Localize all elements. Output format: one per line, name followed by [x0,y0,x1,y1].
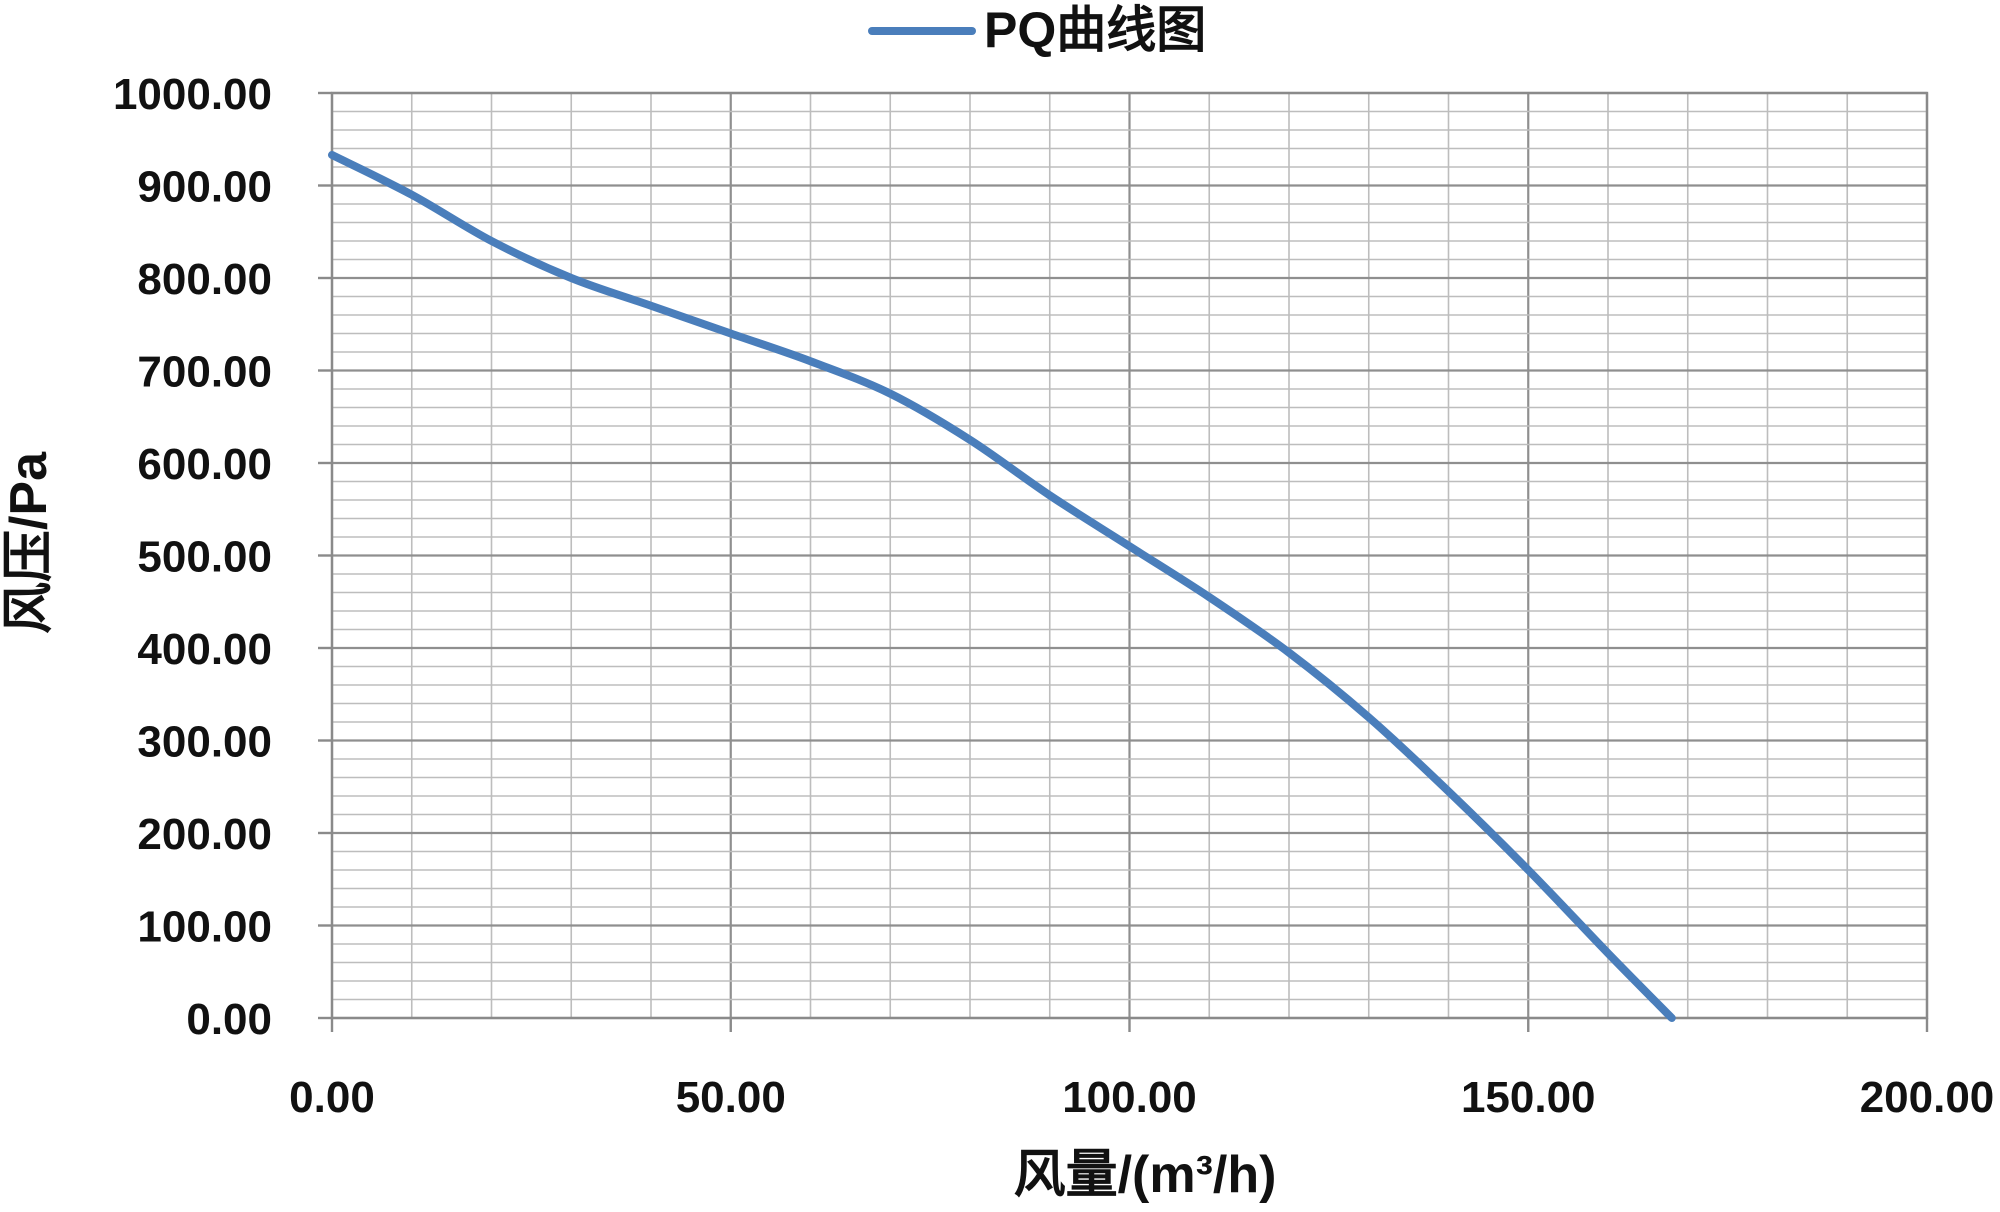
y-tick-label: 800.00 [137,255,272,304]
series-layer [328,150,1676,1022]
x-tick-label: 100.00 [1062,1073,1197,1122]
x-tick-label: 50.00 [676,1073,786,1122]
y-tick-label: 700.00 [137,348,272,397]
y-axis-title: 风压/Pa [0,451,58,634]
y-tick-label: 900.00 [137,163,272,212]
x-tick-label: 200.00 [1860,1073,1995,1122]
grid [330,91,1929,1020]
legend-label-pq: PQ曲线图 [984,2,1206,58]
series-line-pq [328,150,1676,1022]
x-tick-label: 150.00 [1461,1073,1596,1122]
y-tick-label: 300.00 [137,718,272,767]
y-tick-label: 100.00 [137,903,272,952]
y-tick-label: 400.00 [137,625,272,674]
y-axis-ticks: 0.00 100.00 200.00 300.00 400.00 500.00 600.00… [113,70,332,1044]
y-tick-label: 500.00 [137,533,272,582]
x-axis-title: 风量/(m³/h) [1014,1146,1277,1204]
x-tick-label: 0.00 [289,1073,375,1122]
y-tick-label: 200.00 [137,810,272,859]
legend: PQ曲线图 [868,2,1206,58]
x-axis-ticks: 0.00 50.00 100.00 150.00 200.00 [289,1018,1994,1122]
y-tick-label: 0.00 [186,995,272,1044]
y-tick-label: 600.00 [137,440,272,489]
y-tick-label: 1000.00 [113,70,272,119]
